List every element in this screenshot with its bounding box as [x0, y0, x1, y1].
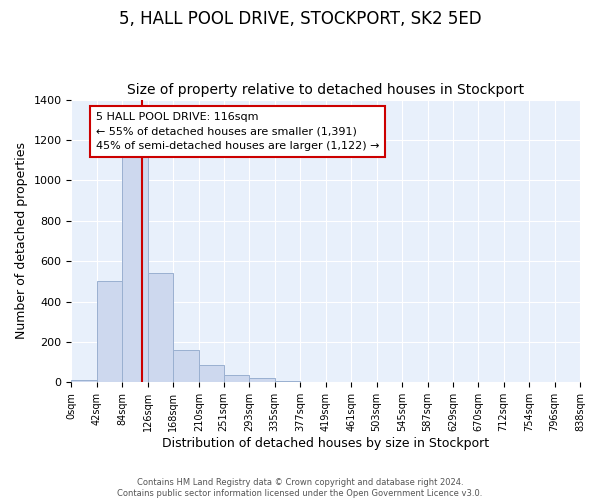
X-axis label: Distribution of detached houses by size in Stockport: Distribution of detached houses by size …	[162, 437, 489, 450]
Y-axis label: Number of detached properties: Number of detached properties	[15, 142, 28, 340]
Bar	[148, 274, 173, 382]
Text: 5 HALL POOL DRIVE: 116sqm
← 55% of detached houses are smaller (1,391)
45% of se: 5 HALL POOL DRIVE: 116sqm ← 55% of detac…	[95, 112, 379, 152]
Bar	[122, 150, 148, 382]
Text: Contains HM Land Registry data © Crown copyright and database right 2024.
Contai: Contains HM Land Registry data © Crown c…	[118, 478, 482, 498]
Bar	[173, 350, 199, 382]
Bar	[71, 380, 97, 382]
Title: Size of property relative to detached houses in Stockport: Size of property relative to detached ho…	[127, 83, 524, 97]
Bar	[199, 365, 224, 382]
Bar	[249, 378, 275, 382]
Bar	[224, 376, 249, 382]
Bar	[97, 282, 122, 382]
Text: 5, HALL POOL DRIVE, STOCKPORT, SK2 5ED: 5, HALL POOL DRIVE, STOCKPORT, SK2 5ED	[119, 10, 481, 28]
